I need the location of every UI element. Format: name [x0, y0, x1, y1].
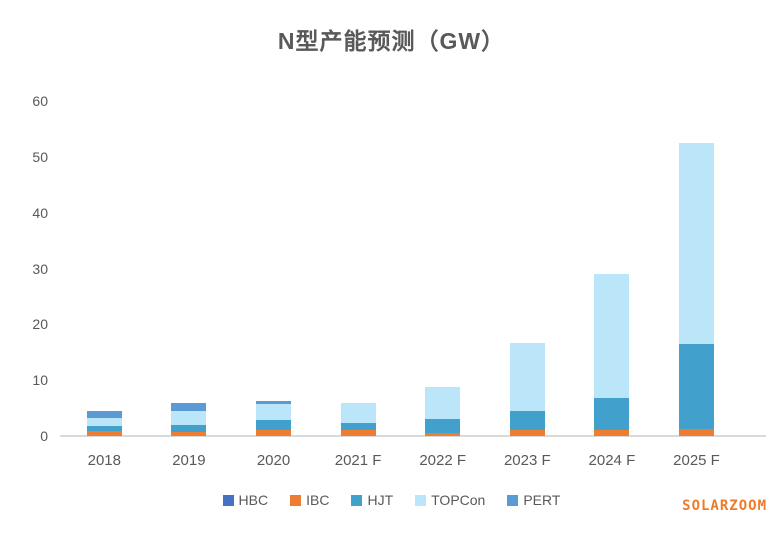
y-axis-tick-label: 10: [32, 372, 48, 389]
y-axis-tick-label: 60: [32, 93, 48, 109]
y-axis-tick-label: 40: [32, 204, 48, 221]
y-axis-tick-label: 0: [40, 428, 48, 444]
y-axis-tick-label: 30: [32, 260, 48, 277]
legend: HBC IBC HJT TOPCon PERT: [0, 492, 783, 508]
x-axis-label: 2019: [172, 452, 206, 469]
x-axis-label: 2021 F: [334, 452, 382, 469]
bar-segment-TOPCon-2023F: [509, 342, 545, 412]
legend-label-TOPCon: TOPCon: [431, 492, 486, 508]
bar-segment-PERT-2020: [256, 401, 291, 405]
legend-label-HBC: HBC: [238, 492, 269, 508]
bar-segment-IBC-2021F: [340, 430, 376, 436]
bar-segment-TOPCon-2018: [86, 418, 122, 426]
bar-segment-TOPCon-2021F: [340, 402, 376, 424]
bar-segment-IBC-2025F: [679, 428, 714, 436]
x-axis-label: 2020: [256, 452, 291, 469]
watermark: SOLARZOOM: [682, 498, 767, 514]
bar-segment-HJT-2018: [86, 425, 122, 431]
legend-item-IBC: IBC: [290, 492, 329, 508]
legend-swatch-TOPCon: [415, 494, 427, 506]
bar-segment-PERT-2019: [171, 402, 207, 412]
bar-segment-HJT-2020: [256, 420, 291, 431]
legend-label-HJT: HJT: [367, 492, 394, 508]
bar-segment-IBC-2020: [256, 430, 291, 436]
bar-segment-IBC-2023F: [509, 430, 545, 436]
legend-swatch-IBC: [290, 494, 302, 506]
x-axis-label: 2024 F: [588, 452, 636, 469]
x-axis-label: 2018: [87, 452, 121, 469]
bar-segment-HJT-2019: [171, 425, 207, 432]
bar-segment-TOPCon-2024F: [594, 274, 630, 399]
legend-swatch-PERT: [507, 494, 519, 506]
bar-segment-HJT-2025F: [679, 343, 714, 429]
x-axis-label: 2025 F: [673, 452, 720, 469]
bar-segment-TOPCon-2022F: [425, 386, 461, 419]
bar-segment-PERT-2018: [86, 411, 122, 419]
bar-segment-HJT-2024F: [594, 398, 630, 431]
bar-segment-HJT-2023F: [509, 411, 545, 431]
bar-segment-HJT-2022F: [425, 418, 461, 434]
bar-segment-IBC-2024F: [594, 430, 630, 436]
x-axis-label: 2022 F: [419, 452, 467, 469]
legend-swatch-HBC: [222, 494, 234, 506]
legend-label-PERT: PERT: [523, 492, 561, 508]
legend-item-HBC: HBC: [222, 492, 269, 508]
bar-segment-TOPCon-2025F: [679, 142, 714, 344]
bar-segment-IBC-2018: [86, 430, 122, 436]
legend-label-IBC: IBC: [306, 492, 330, 508]
bar-segment-HJT-2021F: [340, 423, 376, 431]
legend-item-PERT: PERT: [507, 492, 560, 508]
bar-segment-TOPCon-2019: [171, 411, 207, 426]
y-axis-tick-label: 20: [32, 316, 48, 333]
x-axis-line: [60, 435, 766, 437]
legend-swatch-HJT: [351, 494, 363, 506]
x-axis-label: 2023 F: [503, 452, 551, 469]
legend-item-HJT: HJT: [351, 492, 393, 508]
legend-item-TOPCon: TOPCon: [415, 492, 485, 508]
bar-segment-TOPCon-2020: [256, 404, 291, 421]
chart-title: N型产能预测（GW）: [277, 28, 506, 54]
y-axis-tick-label: 50: [32, 148, 48, 165]
bar-segment-IBC-2019: [171, 431, 207, 436]
bar-segment-IBC-2022F: [425, 433, 461, 436]
